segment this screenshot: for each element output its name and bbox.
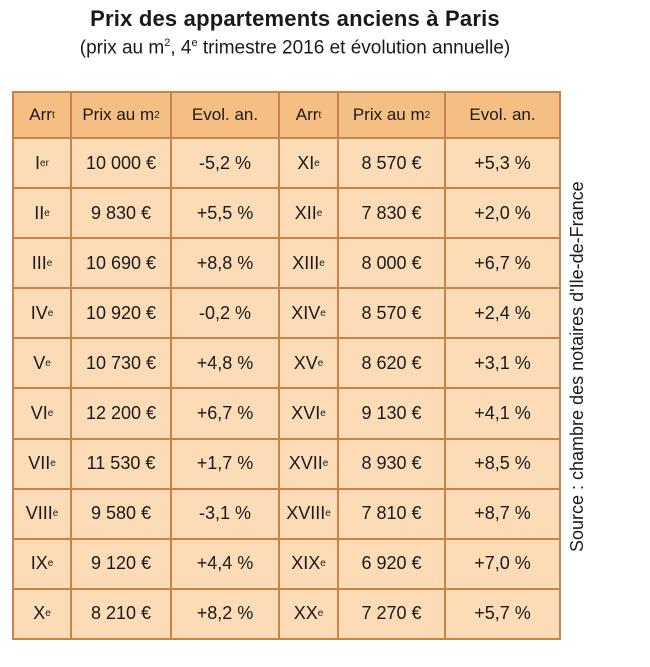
cell-evol-left: +4,8 % [172, 339, 278, 388]
cell-price-left: 10 690 € [72, 239, 170, 288]
cell-evol-left: +1,7 % [172, 439, 278, 488]
subtitle-sup-1: 2 [164, 37, 171, 49]
cell-arr-right: XIII e [280, 239, 337, 288]
header-arr-right: Arr t [280, 93, 337, 137]
cell-evol-right: +5,3 % [446, 139, 559, 188]
cell-price-right: 8 620 € [339, 339, 444, 388]
cell-price-left: 9 120 € [72, 539, 170, 588]
cell-evol-right: +4,1 % [446, 389, 559, 438]
header-price-label: Prix au m [352, 105, 425, 124]
cell-price-right: 8 000 € [339, 239, 444, 288]
cell-evol-left: +5,5 % [172, 189, 278, 238]
cell-arr-left: III e [14, 239, 70, 288]
cell-evol-right: +6,7 % [446, 239, 559, 288]
header-price-sup: 2 [424, 109, 431, 121]
cell-evol-left: +6,7 % [172, 389, 278, 438]
cell-price-left: 9 830 € [72, 189, 170, 238]
cell-arr-right: XVII e [280, 439, 337, 488]
header-evol-left: Evol. an. [172, 93, 278, 137]
cell-arr-right: XIV e [280, 289, 337, 338]
page-subtitle: (prix au m2, 4e trimestre 2016 et évolut… [0, 37, 590, 59]
cell-evol-right: +2,4 % [446, 289, 559, 338]
cell-arr-right: XVI e [280, 389, 337, 438]
subtitle-prefix: (prix au m [79, 37, 165, 59]
cell-price-left: 12 200 € [72, 389, 170, 438]
cell-evol-left: +8,2 % [172, 589, 278, 638]
cell-arr-right: XII e [280, 189, 337, 238]
cell-price-left: 11 530 € [72, 439, 170, 488]
cell-evol-right: +8,5 % [446, 439, 559, 488]
cell-arr-left: IV e [14, 289, 70, 338]
header-evol-right: Evol. an. [446, 93, 559, 137]
subtitle-suffix: trimestre 2016 et évolution annuelle) [197, 37, 511, 59]
cell-arr-right: XIX e [280, 539, 337, 588]
cell-arr-right: XV e [280, 339, 337, 388]
cell-price-right: 8 570 € [339, 289, 444, 338]
cell-price-left: 10 730 € [72, 339, 170, 388]
cell-price-right: 6 920 € [339, 539, 444, 588]
cell-arr-right: XI e [280, 139, 337, 188]
header-arr-sup: t [51, 109, 55, 121]
header-arr-label: Arr [29, 105, 52, 124]
cell-arr-right: XX e [280, 589, 337, 638]
cell-arr-left: VI e [14, 389, 70, 438]
header-arr-sup: t [318, 109, 322, 121]
cell-price-right: 7 270 € [339, 589, 444, 638]
cell-evol-right: +7,0 % [446, 539, 559, 588]
cell-price-left: 8 210 € [72, 589, 170, 638]
subtitle-mid: , 4 [170, 37, 192, 59]
source-note: Source : chambre des notaires d'Ile-de-F… [567, 181, 587, 553]
cell-evol-left: -0,2 % [172, 289, 278, 338]
page-title: Prix des appartements anciens à Paris [90, 6, 500, 31]
cell-evol-left: +8,8 % [172, 239, 278, 288]
cell-price-right: 7 810 € [339, 489, 444, 538]
cell-evol-left: -5,2 % [172, 139, 278, 188]
cell-evol-right: +3,1 % [446, 339, 559, 388]
cell-price-right: 8 570 € [339, 139, 444, 188]
cell-evol-left: -3,1 % [172, 489, 278, 538]
cell-price-left: 10 000 € [72, 139, 170, 188]
cell-evol-left: +4,4 % [172, 539, 278, 588]
header-price-label: Prix au m [82, 105, 155, 124]
header-arr-label: Arr [295, 105, 319, 124]
header-price-sup: 2 [154, 109, 160, 121]
cell-arr-left: VII e [14, 439, 70, 488]
cell-price-right: 9 130 € [339, 389, 444, 438]
cell-price-right: 8 930 € [339, 439, 444, 488]
cell-price-left: 10 920 € [72, 289, 170, 338]
cell-arr-right: XVIII e [280, 489, 337, 538]
header-arr-left: Arr t [14, 93, 70, 137]
cell-price-left: 9 580 € [72, 489, 170, 538]
cell-evol-right: +5,7 % [446, 589, 559, 638]
subtitle-sup-2: e [191, 37, 198, 49]
cell-arr-left: VIII e [14, 489, 70, 538]
cell-price-right: 7 830 € [339, 189, 444, 238]
cell-arr-left: II e [14, 189, 70, 238]
cell-evol-right: +8,7 % [446, 489, 559, 538]
cell-evol-right: +2,0 % [446, 189, 559, 238]
cell-arr-left: IX e [14, 539, 70, 588]
